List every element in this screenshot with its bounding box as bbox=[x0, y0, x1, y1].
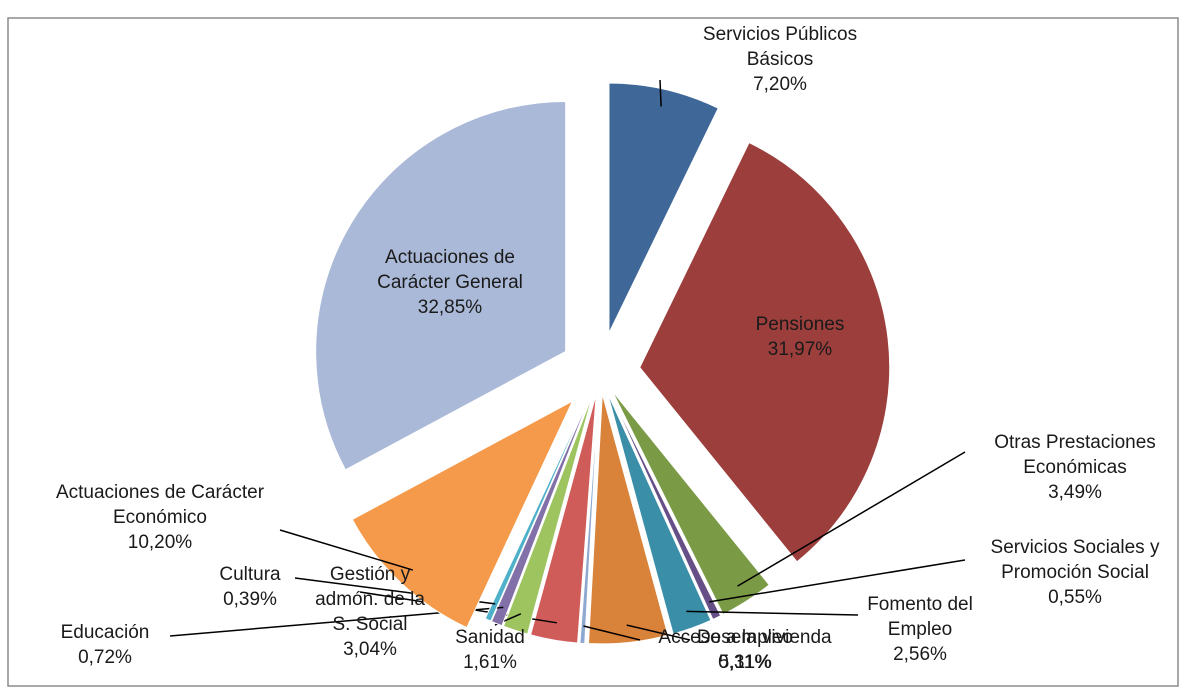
pie-slice bbox=[484, 391, 592, 622]
category-label: Cultura bbox=[219, 564, 281, 585]
pie-slice bbox=[608, 391, 722, 621]
pie-slice bbox=[502, 392, 594, 635]
slice-label: Sanidad 1,61% bbox=[440, 625, 540, 675]
slice-label: Pensiones 31,97% bbox=[735, 312, 865, 362]
value-label: 2,56% bbox=[893, 644, 947, 665]
slice-label: Otras Prestaciones Económicas 3,49% bbox=[965, 430, 1185, 505]
pie-slice bbox=[606, 392, 712, 635]
slice-label: Fomento del Empleo 2,56% bbox=[850, 592, 990, 667]
value-label: 31,97% bbox=[767, 339, 833, 360]
value-label: 0,72% bbox=[78, 647, 132, 668]
category-label: Educación bbox=[60, 622, 150, 643]
pie-slice bbox=[490, 392, 593, 627]
pie-slice bbox=[351, 399, 574, 629]
slice-label: Desempleo 5,11% bbox=[690, 625, 800, 675]
slice-label: Gestión y admón. de la S. Social 3,04% bbox=[305, 562, 435, 662]
pie-slice bbox=[529, 393, 597, 644]
slice-label: Cultura 0,39% bbox=[200, 562, 300, 612]
slice-label: Acceso a la vivienda 0,31% bbox=[630, 625, 860, 675]
leader-line bbox=[279, 529, 414, 571]
pie-slice bbox=[639, 141, 891, 563]
category-label: Actuaciones de Carácter General bbox=[377, 247, 523, 293]
leader-line bbox=[626, 624, 691, 641]
slice-label: Educación 0,72% bbox=[30, 620, 180, 670]
category-label: Servicios Sociales y Promoción Social bbox=[990, 537, 1160, 583]
value-label: 0,39% bbox=[223, 589, 277, 610]
leader-line bbox=[659, 79, 662, 107]
value-label: 3,49% bbox=[1048, 482, 1102, 503]
pie-slice bbox=[611, 390, 770, 616]
slice-label: Servicios Públicos Básicos 7,20% bbox=[695, 22, 865, 97]
pie-slice bbox=[315, 100, 567, 471]
leader-line bbox=[737, 451, 966, 587]
pie-slice bbox=[608, 82, 719, 334]
value-label: 0,31% bbox=[718, 652, 772, 673]
value-label: 3,04% bbox=[343, 639, 397, 660]
slice-label: Servicios Sociales y Promoción Social 0,5… bbox=[965, 535, 1185, 610]
pie-slice bbox=[579, 393, 600, 645]
value-label: 1,61% bbox=[463, 652, 517, 673]
leader-line bbox=[583, 625, 641, 641]
value-label: 10,20% bbox=[127, 532, 193, 553]
category-label: Servicios Públicos Básicos bbox=[702, 24, 858, 70]
leader-line bbox=[686, 610, 859, 616]
chart-border bbox=[7, 17, 1179, 687]
value-label: 32,85% bbox=[417, 297, 483, 318]
value-label: 5,11% bbox=[718, 652, 772, 673]
value-label: 7,20% bbox=[753, 74, 807, 95]
category-label: Pensiones bbox=[755, 314, 845, 335]
value-label: 0,55% bbox=[1048, 587, 1102, 608]
category-label: Gestión y admón. de la S. Social bbox=[315, 564, 425, 635]
slice-label: Actuaciones de Carácter General 32,85% bbox=[350, 245, 550, 320]
category-label: Actuaciones de Carácter Económico bbox=[55, 482, 265, 528]
category-label: Desempleo bbox=[696, 627, 794, 648]
category-label: Fomento del Empleo bbox=[867, 594, 973, 640]
slice-label: Actuaciones de Carácter Económico 10,20% bbox=[45, 480, 275, 555]
category-label: Acceso a la vivienda bbox=[658, 627, 832, 648]
leader-line bbox=[709, 559, 966, 603]
category-label: Sanidad bbox=[455, 627, 525, 648]
category-label: Otras Prestaciones Económicas bbox=[994, 432, 1156, 478]
